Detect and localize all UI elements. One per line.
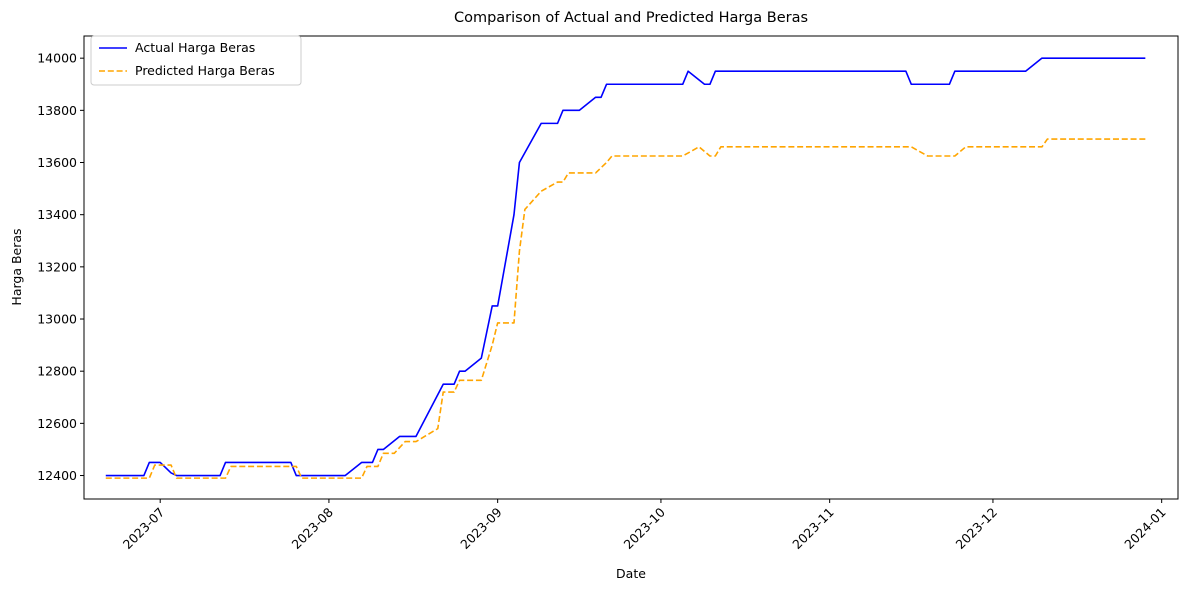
y-axis-label: Harga Beras [9, 228, 24, 305]
y-tick-label: 13600 [37, 155, 77, 170]
y-tick-label: 13200 [37, 259, 77, 274]
legend-label-predicted: Predicted Harga Beras [135, 63, 275, 78]
y-axis: 12400 12600 12800 13000 13200 13400 13600 13800… [37, 51, 84, 483]
series-line-actual [105, 57, 1146, 477]
legend-box [90, 35, 302, 86]
y-tick-label: 12600 [37, 416, 77, 431]
y-tick-label: 13000 [37, 312, 77, 327]
y-tick-label: 12800 [37, 364, 77, 379]
y-tick-label: 13800 [37, 103, 77, 118]
series-line-predicted [105, 138, 1146, 479]
legend: Actual Harga Beras Predicted Harga Beras [90, 35, 302, 86]
y-tick-label: 13400 [37, 207, 77, 222]
series-layer [105, 57, 1146, 479]
plot-area [83, 35, 1179, 500]
legend-label-actual: Actual Harga Beras [135, 40, 255, 55]
y-tick-label: 12400 [37, 468, 77, 483]
plot-frame [83, 35, 1179, 500]
x-axis-label: Date [616, 566, 646, 581]
y-tick-label: 14000 [37, 51, 77, 66]
chart-title: Comparison of Actual and Predicted Harga… [454, 10, 808, 26]
